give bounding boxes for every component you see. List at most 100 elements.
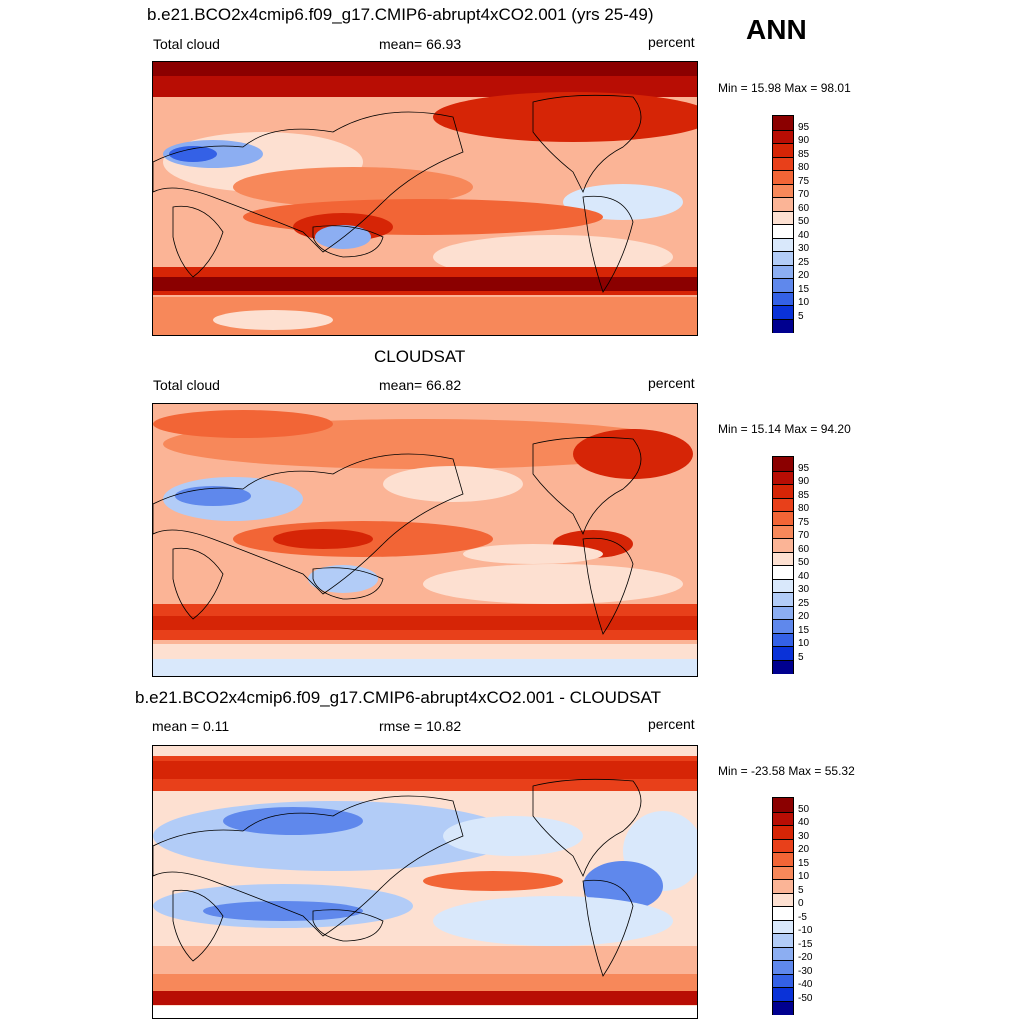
panel-3-rmse-label: rmse = 10.82 xyxy=(379,718,462,734)
panel-1-title: b.e21.BCO2x4cmip6.f09_g17.CMIP6-abrupt4x… xyxy=(147,5,654,24)
colorbar-tick-label: -20 xyxy=(798,952,813,963)
colorbar-swatch xyxy=(773,457,793,471)
colorbar-swatch xyxy=(773,798,793,812)
colorbar-swatch xyxy=(773,592,793,607)
colorbar-swatch xyxy=(773,825,793,840)
colorbar-box xyxy=(772,456,794,674)
panel-1-units-label: percent xyxy=(648,34,695,50)
colorbar-tick-label: 80 xyxy=(798,503,810,514)
colorbar-swatch xyxy=(773,305,793,320)
panel-1-map-svg xyxy=(153,62,697,335)
colorbar-tick-label: 30 xyxy=(798,584,810,595)
colorbar-swatch xyxy=(773,116,793,130)
colorbar-tick-label: 10 xyxy=(798,297,810,308)
colorbar-tick-label: 95 xyxy=(798,121,810,133)
colorbar-tick-label: 30 xyxy=(798,243,810,254)
colorbar-tick-label: 15 xyxy=(798,857,810,869)
colorbar-swatch xyxy=(773,578,793,593)
colorbar-swatch xyxy=(773,892,793,907)
colorbar-tick-label: 60 xyxy=(798,202,810,214)
colorbar-swatch xyxy=(773,973,793,988)
colorbar-swatch xyxy=(773,318,793,333)
panel-1-variable-label: Total cloud xyxy=(153,36,220,52)
colorbar-swatch xyxy=(773,960,793,975)
colorbar-swatch xyxy=(773,659,793,674)
panel-1-minmax: Min = 15.98 Max = 98.01 xyxy=(718,81,851,95)
colorbar-swatch xyxy=(773,264,793,279)
panel-1-mean-label: mean= 66.93 xyxy=(379,36,462,52)
colorbar-swatch xyxy=(773,906,793,921)
colorbar-swatch xyxy=(773,987,793,1002)
colorbar-swatch xyxy=(773,291,793,306)
colorbar-swatch xyxy=(773,251,793,266)
colorbar-tick-label: 5 xyxy=(798,310,804,322)
colorbar-tick-label: 85 xyxy=(798,148,810,160)
panel-3-map-svg xyxy=(153,746,697,1018)
colorbar-tick-label: 15 xyxy=(798,283,810,295)
colorbar-tick-label: 20 xyxy=(798,270,810,281)
colorbar-swatch xyxy=(773,551,793,566)
colorbar-tick-label: 5 xyxy=(798,884,804,896)
colorbar-tick-label: 30 xyxy=(798,830,810,842)
colorbar-swatch xyxy=(773,237,793,252)
colorbar-swatch xyxy=(773,524,793,539)
colorbar-swatch xyxy=(773,879,793,894)
colorbar-tick-label: -15 xyxy=(798,938,813,950)
colorbar-swatch xyxy=(773,511,793,526)
panel-2-map xyxy=(152,403,698,677)
colorbar-tick-label: 40 xyxy=(798,570,810,582)
panel-3-map xyxy=(152,745,698,1019)
panel-3-minmax: Min = -23.58 Max = 55.32 xyxy=(718,764,855,778)
colorbar-tick-label: 75 xyxy=(798,516,810,528)
colorbar-tick-label: -50 xyxy=(798,992,813,1004)
colorbar-tick-label: 90 xyxy=(798,476,810,487)
colorbar-tick-label: 70 xyxy=(798,530,810,541)
colorbar-swatch xyxy=(773,852,793,867)
colorbar-tick-label: 5 xyxy=(798,651,804,663)
colorbar-tick-label: 60 xyxy=(798,543,810,555)
colorbar-tick-label: 20 xyxy=(798,844,810,855)
panel-3-title: b.e21.BCO2x4cmip6.f09_g17.CMIP6-abrupt4x… xyxy=(135,688,661,707)
colorbar-tick-label: 20 xyxy=(798,611,810,622)
colorbar-swatch xyxy=(773,865,793,880)
colorbar-tick-label: -5 xyxy=(798,911,807,923)
panel-2-map-svg xyxy=(153,404,697,676)
colorbar-tick-label: 10 xyxy=(798,638,810,649)
colorbar-tick-label: 0 xyxy=(798,898,804,909)
panel-3-units-label: percent xyxy=(648,716,695,732)
colorbar-swatch xyxy=(773,605,793,620)
colorbar-swatch xyxy=(773,619,793,634)
colorbar-tick-label: -10 xyxy=(798,925,813,936)
colorbar-box xyxy=(772,797,794,1015)
colorbar-tick-label: -30 xyxy=(798,965,813,977)
colorbar-tick-label: 80 xyxy=(798,162,810,173)
colorbar-swatch xyxy=(773,129,793,144)
colorbar-tick-label: 10 xyxy=(798,871,810,882)
colorbar-swatch xyxy=(773,632,793,647)
panel-2-minmax: Min = 15.14 Max = 94.20 xyxy=(718,422,851,436)
panel-2-title: CLOUDSAT xyxy=(374,347,466,366)
colorbar-tick-label: 90 xyxy=(798,135,810,146)
colorbar-swatch xyxy=(773,946,793,961)
colorbar-swatch xyxy=(773,565,793,580)
colorbar-swatch xyxy=(773,470,793,485)
colorbar-swatch xyxy=(773,183,793,198)
colorbar-swatch xyxy=(773,646,793,661)
colorbar-tick-label: 95 xyxy=(798,462,810,474)
colorbar-tick-label: 70 xyxy=(798,189,810,200)
colorbar-swatch xyxy=(773,919,793,934)
colorbar-tick-label: 40 xyxy=(798,817,810,828)
colorbar-swatch xyxy=(773,278,793,293)
colorbar-tick-label: 50 xyxy=(798,216,810,227)
colorbar-tick-label: 50 xyxy=(798,557,810,568)
colorbar-tick-label: 25 xyxy=(798,597,810,609)
colorbar-swatch xyxy=(773,210,793,225)
colorbar-tick-label: 15 xyxy=(798,624,810,636)
colorbar-swatch xyxy=(773,484,793,499)
colorbar-swatch xyxy=(773,838,793,853)
colorbar-swatch xyxy=(773,156,793,171)
colorbar-tick-label: 40 xyxy=(798,229,810,241)
panel-2-variable-label: Total cloud xyxy=(153,377,220,393)
colorbar-swatch xyxy=(773,170,793,185)
colorbar-tick-label: 85 xyxy=(798,489,810,501)
